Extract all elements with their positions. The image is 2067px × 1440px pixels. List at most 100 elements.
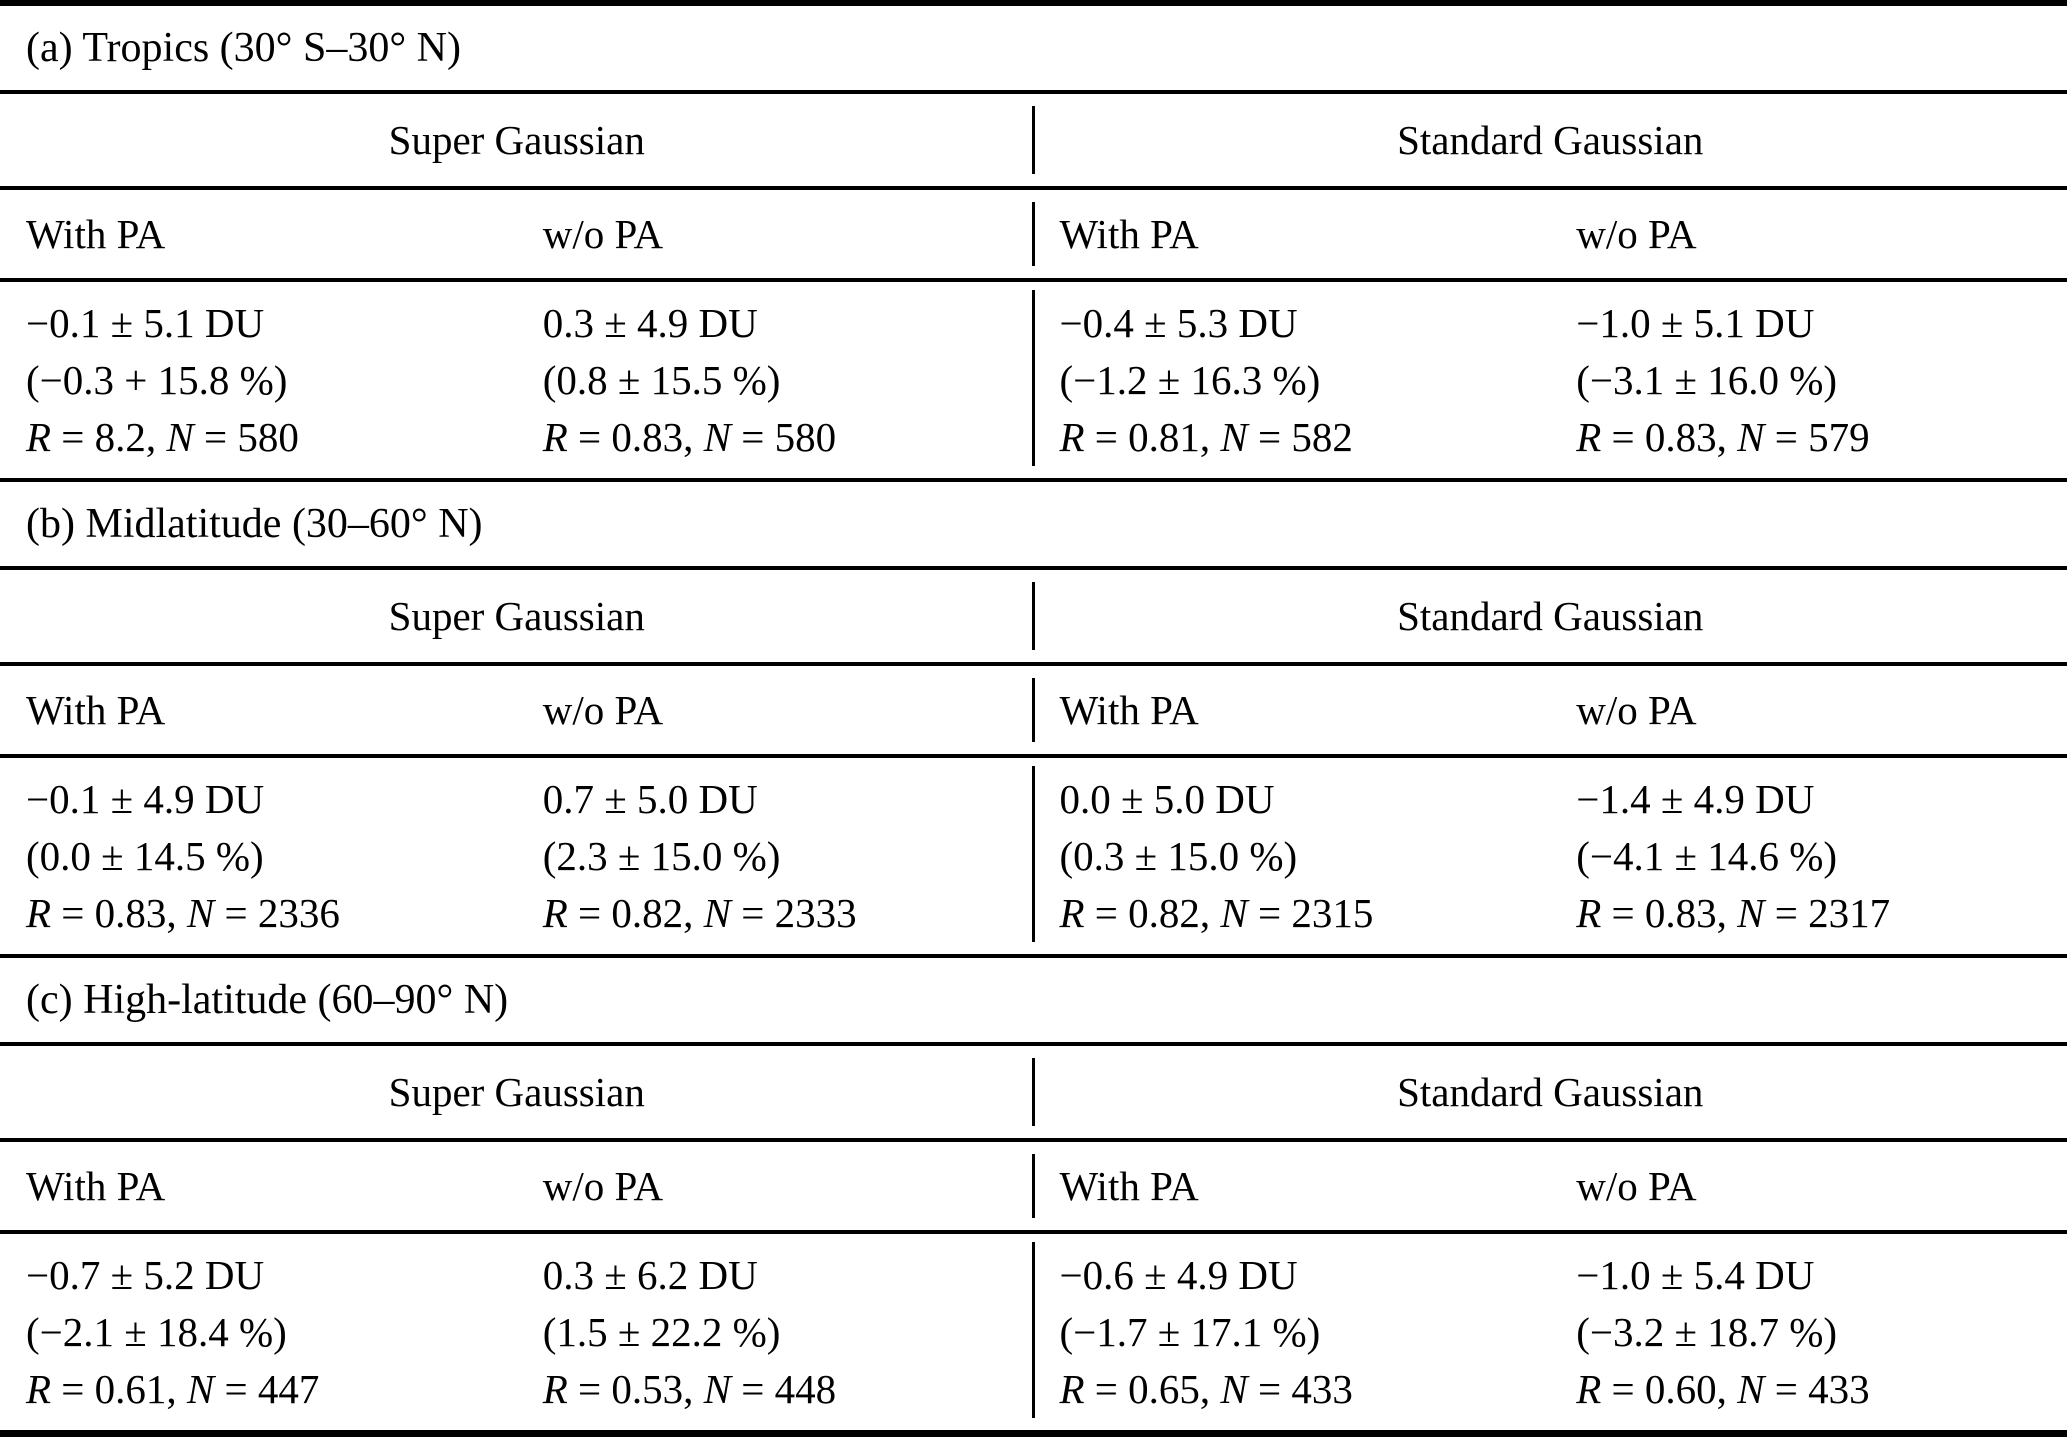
r-value: 0.83 <box>94 889 167 936</box>
pa-header-row: With PA w/o PA With PA w/o PA <box>0 1140 2067 1234</box>
equals: = <box>51 889 95 936</box>
group-header-label: Standard Gaussian <box>1397 1069 1704 1115</box>
column-divider <box>1031 106 1035 174</box>
stats-line: R = 0.82, N = 2333 <box>543 885 1034 942</box>
column-divider <box>1031 766 1035 942</box>
equals: = <box>1601 889 1645 936</box>
section-title-row: (c) High-latitude (60–90° N) <box>0 956 2067 1046</box>
equals: = <box>1247 889 1292 936</box>
equals: = <box>214 1365 258 1412</box>
n-value: 580 <box>237 413 299 460</box>
n-label: N <box>703 889 732 936</box>
n-value: 433 <box>1808 1365 1870 1412</box>
group-header-super-gaussian: Super Gaussian <box>0 92 1034 190</box>
bias-du: 0.7 ± 5.0 DU <box>542 775 758 822</box>
section-title-row: (b) Midlatitude (30–60° N) <box>0 480 2067 570</box>
group-header-row: Super Gaussian Standard Gaussian <box>0 92 2067 190</box>
n-label: N <box>1737 413 1765 460</box>
n-label: N <box>1737 889 1765 936</box>
bias-percent: (1.5 ± 22.2 %) <box>542 1308 781 1355</box>
equals: = <box>1084 1365 1129 1412</box>
r-value: 0.60 <box>1644 1365 1717 1412</box>
stats-line: R = 8.2, N = 580 <box>26 409 517 466</box>
bias-percent: (−3.2 ± 18.7 %) <box>1576 1308 1838 1355</box>
pa-header-row: With PA w/o PA With PA w/o PA <box>0 664 2067 758</box>
n-value: 448 <box>774 1365 837 1412</box>
stats-line: R = 0.81, N = 582 <box>1060 409 1551 466</box>
n-value: 2315 <box>1291 889 1374 936</box>
bias-percent: (−3.1 ± 16.0 %) <box>1576 356 1838 403</box>
section-title: (b) Midlatitude (30–60° N) <box>0 480 2067 570</box>
r-label: R <box>26 1365 52 1412</box>
group-header-standard-gaussian: Standard Gaussian <box>1031 568 2067 666</box>
group-header-super-gaussian: Super Gaussian <box>0 568 1034 666</box>
col-header-with-pa: With PA <box>1031 664 1551 758</box>
column-divider <box>1031 678 1035 742</box>
group-header-standard-gaussian: Standard Gaussian <box>1031 1044 2067 1142</box>
equals: = <box>731 889 775 936</box>
r-value: 0.83 <box>1644 413 1717 460</box>
bias-percent: (−4.1 ± 14.6 %) <box>1576 832 1838 879</box>
column-divider <box>1031 582 1035 650</box>
bias-percent: (2.3 ± 15.0 %) <box>542 832 781 879</box>
bias-du: −1.0 ± 5.1 DU <box>1576 299 1815 346</box>
data-row: −0.1 ± 5.1 DU (−0.3 + 15.8 %) R = 8.2, N… <box>0 280 2067 482</box>
n-label: N <box>1220 413 1248 460</box>
stats-line: R = 0.83, N = 2336 <box>26 885 517 942</box>
col-header-wo-pa: w/o PA <box>1550 664 2067 758</box>
equals: = <box>1764 413 1809 460</box>
bias-percent: (−2.1 ± 18.4 %) <box>26 1308 287 1355</box>
col-header-wo-pa: w/o PA <box>1550 1140 2067 1234</box>
separator: , <box>166 1365 187 1412</box>
n-label: N <box>186 1365 215 1412</box>
r-label: R <box>1059 1365 1085 1412</box>
col-header-label: With PA <box>1059 1163 1199 1209</box>
data-cell-standard-with-pa: 0.0 ± 5.0 DU (0.3 ± 15.0 %) R = 0.82, N … <box>1031 756 1551 958</box>
equals: = <box>51 1365 95 1412</box>
stats-line: R = 0.53, N = 448 <box>543 1361 1034 1418</box>
stats-line: R = 0.83, N = 2317 <box>1576 885 2067 942</box>
column-divider <box>1031 1242 1035 1418</box>
stats-line: R = 0.82, N = 2315 <box>1060 885 1551 942</box>
equals: = <box>567 413 612 460</box>
bias-du: 0.3 ± 4.9 DU <box>542 299 758 346</box>
separator: , <box>683 889 704 936</box>
equals: = <box>1247 413 1292 460</box>
col-header-with-pa: With PA <box>0 188 517 282</box>
col-header-label: With PA <box>1059 687 1199 733</box>
r-value: 8.2 <box>94 413 146 460</box>
n-value: 579 <box>1808 413 1870 460</box>
bias-du: −0.1 ± 5.1 DU <box>26 299 265 346</box>
separator: , <box>1199 413 1221 460</box>
data-cell-standard-with-pa: −0.6 ± 4.9 DU (−1.7 ± 17.1 %) R = 0.65, … <box>1031 1232 1551 1436</box>
bias-percent: (0.3 ± 15.0 %) <box>1059 832 1298 879</box>
equals: = <box>731 413 775 460</box>
col-header-label: With PA <box>1059 211 1199 257</box>
r-value: 0.61 <box>94 1365 167 1412</box>
data-cell-standard-with-pa: −0.4 ± 5.3 DU (−1.2 ± 16.3 %) R = 0.81, … <box>1031 280 1551 482</box>
data-row: −0.7 ± 5.2 DU (−2.1 ± 18.4 %) R = 0.61, … <box>0 1232 2067 1436</box>
data-cell-super-with-pa: −0.1 ± 5.1 DU (−0.3 + 15.8 %) R = 8.2, N… <box>0 280 517 482</box>
separator: , <box>683 1365 704 1412</box>
n-value: 433 <box>1291 1365 1353 1412</box>
data-cell-super-wo-pa: 0.7 ± 5.0 DU (2.3 ± 15.0 %) R = 0.82, N … <box>516 756 1034 958</box>
stats-line: R = 0.60, N = 433 <box>1576 1361 2067 1418</box>
r-label: R <box>542 1365 568 1412</box>
data-cell-super-wo-pa: 0.3 ± 6.2 DU (1.5 ± 22.2 %) R = 0.53, N … <box>516 1232 1034 1436</box>
bias-percent: (−0.3 + 15.8 %) <box>26 356 288 403</box>
separator: , <box>166 889 187 936</box>
column-divider <box>1031 290 1035 466</box>
separator: , <box>683 413 704 460</box>
separator: , <box>1716 413 1738 460</box>
stats-line: R = 0.65, N = 433 <box>1060 1361 1551 1418</box>
n-label: N <box>703 1365 732 1412</box>
equals: = <box>567 889 612 936</box>
bias-percent: (0.8 ± 15.5 %) <box>542 356 781 403</box>
equals: = <box>1247 1365 1292 1412</box>
bias-du: −0.7 ± 5.2 DU <box>26 1251 265 1298</box>
group-header-row: Super Gaussian Standard Gaussian <box>0 1044 2067 1142</box>
bias-percent: (0.0 ± 14.5 %) <box>26 832 264 879</box>
r-label: R <box>1576 889 1602 936</box>
r-label: R <box>26 889 52 936</box>
